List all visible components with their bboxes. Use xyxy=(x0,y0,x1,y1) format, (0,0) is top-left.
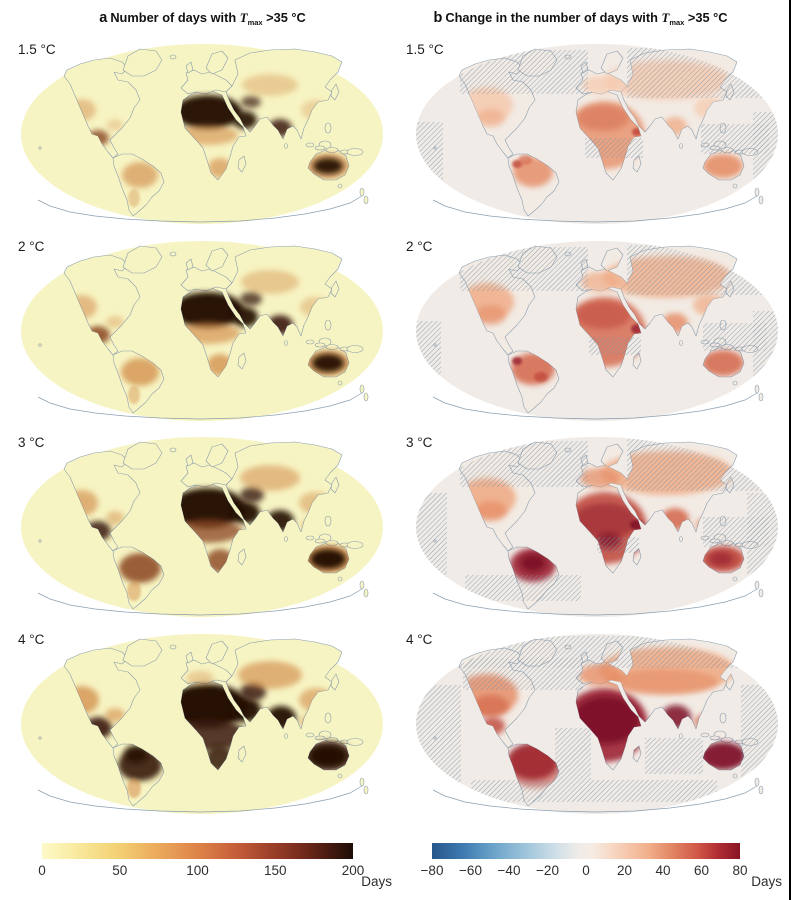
world-map-svg xyxy=(21,634,383,814)
panel-b-title-text: Change in the number of days with xyxy=(445,10,658,25)
colorbar-b-tick-60: 60 xyxy=(693,863,710,878)
row-label-b-2: 2 °C xyxy=(406,239,433,254)
colorbar-b-tick-m40: −40 xyxy=(497,863,521,878)
map-a-2c xyxy=(10,237,395,432)
colorbar-a-tick-200: 200 xyxy=(341,863,365,878)
panel-a-title-text: Number of days with xyxy=(110,10,237,25)
world-map-svg xyxy=(416,44,778,224)
world-map-svg xyxy=(416,241,778,421)
colorbar-a-gradient xyxy=(42,843,353,859)
colorbar-b-tick-80: 80 xyxy=(732,863,748,878)
panel-b-title: b Change in the number of days with Tmax … xyxy=(408,10,753,27)
colorbar-b-gradient xyxy=(432,843,740,859)
panel-a-title: a Number of days with Tmax >35 °C xyxy=(10,10,395,27)
colorbar-b-tick-20: 20 xyxy=(616,863,633,878)
row-label-b-1: 1.5 °C xyxy=(406,42,444,57)
colorbar-a-tick-50: 50 xyxy=(112,863,128,878)
colorbar-b-tick-m20: −20 xyxy=(536,863,559,878)
page-edge-line xyxy=(789,0,791,900)
row-label-a-2: 2 °C xyxy=(18,239,45,254)
colorbar-a-tick-0: 0 xyxy=(38,863,46,878)
world-map-svg xyxy=(21,241,383,421)
map-b-1-5c xyxy=(405,40,790,235)
row-label-a-3: 3 °C xyxy=(18,435,45,450)
panel-b-symbol: Tmax xyxy=(661,11,685,27)
colorbar-a-unit: Days xyxy=(361,874,392,889)
panel-b-threshold: >35 °C xyxy=(687,10,728,25)
row-label-a-1: 1.5 °C xyxy=(18,42,56,57)
row-label-b-3: 3 °C xyxy=(406,435,433,450)
world-map-svg xyxy=(21,44,383,224)
row-label-b-4: 4 °C xyxy=(406,632,433,647)
colorbar-b-tick-40: 40 xyxy=(655,863,671,878)
map-b-3c xyxy=(405,433,790,628)
colorbar-b-tick-m80: −80 xyxy=(420,863,444,878)
world-map-svg xyxy=(416,437,778,617)
world-map-svg xyxy=(21,437,383,617)
map-b-2c xyxy=(405,237,790,432)
panel-a-symbol: Tmax xyxy=(239,11,263,27)
panel-a-index: a xyxy=(99,10,108,26)
map-a-1-5c xyxy=(10,40,395,235)
colorbar-b-tick-m60: −60 xyxy=(459,863,482,878)
world-map-svg xyxy=(416,634,778,814)
colorbar-b-tick-0: 0 xyxy=(582,863,590,878)
colorbar-a-tick-100: 100 xyxy=(186,863,209,878)
panel-a-threshold: >35 °C xyxy=(266,10,306,25)
row-label-a-4: 4 °C xyxy=(18,632,45,647)
colorbar-a-tick-150: 150 xyxy=(263,863,287,878)
colorbar-b: −80 −60 −40 −20 0 20 40 60 80 xyxy=(421,843,748,885)
map-a-3c xyxy=(10,433,395,628)
colorbar-b-unit: Days xyxy=(751,874,782,889)
colorbar-a: 0 50 100 150 200 xyxy=(38,843,364,885)
map-a-4c xyxy=(10,630,395,825)
map-b-4c xyxy=(405,630,790,825)
panel-b-index: b xyxy=(433,10,443,26)
